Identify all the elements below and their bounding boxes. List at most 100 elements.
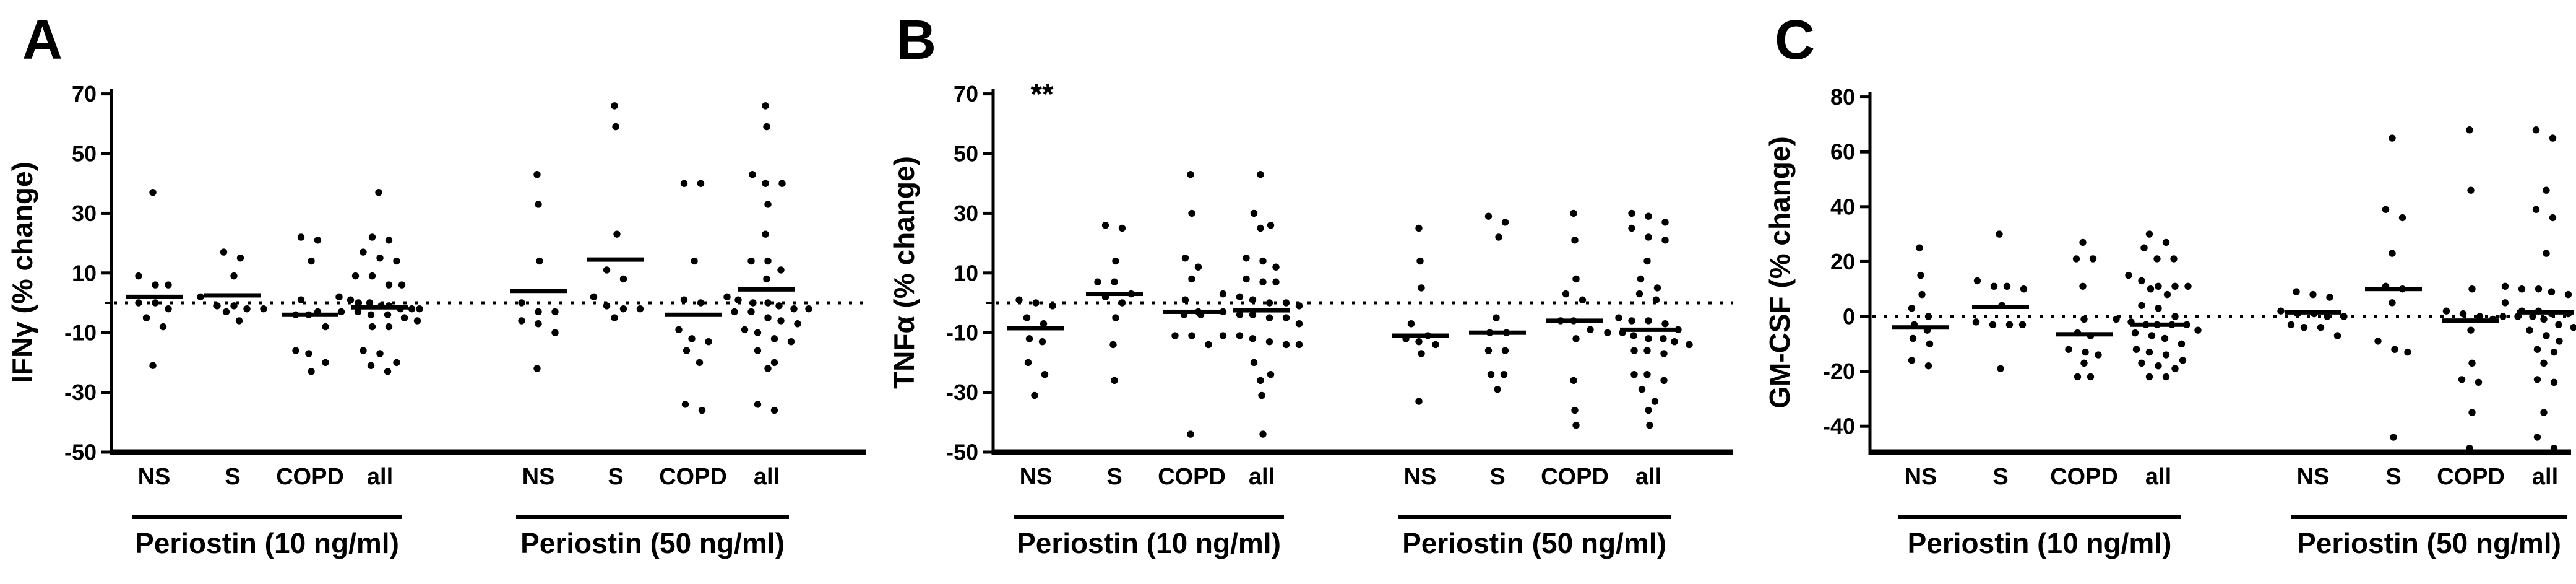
data-point xyxy=(777,266,785,274)
data-point xyxy=(1998,302,2005,309)
data-point xyxy=(1996,230,2003,238)
group-label: COPD xyxy=(2050,464,2118,490)
data-point xyxy=(1628,317,1635,325)
data-point xyxy=(235,317,243,325)
data-point xyxy=(2555,321,2562,328)
y-tick-label: 70 xyxy=(954,81,978,107)
data-point xyxy=(794,320,801,328)
data-point xyxy=(377,302,385,310)
median-line xyxy=(1163,309,1220,314)
data-point xyxy=(1495,233,1502,241)
median-line xyxy=(738,287,795,292)
data-point xyxy=(322,323,329,331)
data-point xyxy=(747,257,755,265)
data-point xyxy=(1579,296,1587,303)
data-point xyxy=(1295,341,1303,349)
data-point xyxy=(1259,430,1267,438)
data-point xyxy=(1917,271,1924,279)
data-point xyxy=(2020,285,2028,293)
data-point xyxy=(1418,350,1425,357)
data-point xyxy=(1630,370,1638,378)
group-label: NS xyxy=(1020,464,1053,490)
data-point xyxy=(1972,318,1980,326)
y-tick xyxy=(101,211,111,215)
data-point xyxy=(1188,332,1195,339)
significance-annotation: ** xyxy=(1030,78,1054,111)
y-tick-label: 60 xyxy=(1830,139,1855,165)
data-point xyxy=(613,230,621,238)
data-point xyxy=(762,180,769,187)
data-point xyxy=(2466,126,2473,134)
data-point xyxy=(1407,320,1415,328)
data-point xyxy=(397,305,404,313)
data-point xyxy=(1926,340,1934,347)
data-point xyxy=(367,311,375,318)
data-point xyxy=(1910,321,1918,328)
data-point xyxy=(2514,313,2522,320)
data-point xyxy=(2072,255,2080,263)
data-point xyxy=(1661,219,1669,226)
y-tick xyxy=(983,391,993,394)
data-point xyxy=(2294,310,2301,318)
data-point xyxy=(368,323,376,331)
data-point xyxy=(1041,370,1049,378)
data-point xyxy=(1249,296,1257,303)
data-point xyxy=(1973,277,1981,285)
group-label: S xyxy=(608,464,623,490)
y-tick-label: -10 xyxy=(64,320,97,346)
data-point xyxy=(308,257,315,265)
data-point xyxy=(292,347,299,354)
median-line xyxy=(1007,326,1064,331)
data-point xyxy=(2155,305,2162,312)
data-point xyxy=(2564,310,2572,318)
data-point xyxy=(243,305,251,313)
data-point xyxy=(2080,359,2088,367)
data-point xyxy=(135,299,142,307)
data-point xyxy=(1258,391,1265,399)
data-point xyxy=(2340,313,2348,320)
data-point xyxy=(292,311,299,318)
data-point xyxy=(2382,282,2390,290)
cluster-label: Periostin (10 ng/ml) xyxy=(1017,527,1281,559)
data-point xyxy=(698,406,706,414)
data-point xyxy=(2550,444,2558,452)
data-point xyxy=(1630,332,1637,339)
data-point xyxy=(2468,409,2476,416)
data-point xyxy=(2476,313,2484,320)
data-point xyxy=(1257,224,1264,232)
data-point xyxy=(2127,318,2135,326)
median-line xyxy=(126,294,183,299)
data-point xyxy=(1645,212,1652,220)
data-point xyxy=(2382,206,2390,213)
data-point xyxy=(220,248,228,256)
data-point xyxy=(2138,302,2145,309)
data-point xyxy=(1205,341,1212,349)
data-point xyxy=(2145,348,2153,356)
data-point xyxy=(1500,370,1508,378)
data-point xyxy=(697,180,705,187)
data-point xyxy=(2390,434,2397,441)
data-point xyxy=(741,326,749,334)
data-point xyxy=(351,272,360,280)
data-point xyxy=(1645,335,1652,342)
data-point xyxy=(2570,324,2576,331)
y-tick-label: -30 xyxy=(64,380,97,405)
data-point xyxy=(2389,250,2396,257)
data-point xyxy=(2550,378,2558,386)
data-point xyxy=(368,272,376,280)
group-label: all xyxy=(367,464,393,490)
y-tick-label: 30 xyxy=(954,201,978,226)
group-label: NS xyxy=(1404,464,1437,490)
data-point xyxy=(1671,338,1678,346)
data-point xyxy=(680,296,688,303)
data-point xyxy=(2089,255,2097,263)
data-point xyxy=(1645,317,1652,325)
y-tick xyxy=(1860,424,1870,428)
data-point xyxy=(368,233,376,241)
data-point xyxy=(723,293,731,301)
y-tick-label: 40 xyxy=(1830,194,1855,219)
data-point xyxy=(2005,321,2014,328)
data-point xyxy=(2540,315,2548,323)
data-point xyxy=(697,299,705,307)
data-point xyxy=(393,359,400,367)
